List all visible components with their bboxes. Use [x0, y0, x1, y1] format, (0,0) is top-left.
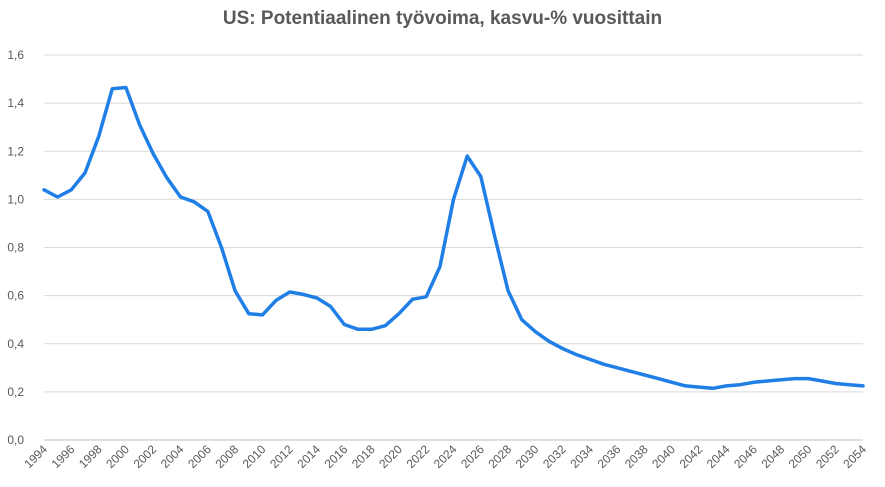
- y-tick-label: 1,4: [7, 96, 24, 110]
- x-tick-label: 2038: [622, 442, 651, 471]
- x-tick-label: 2054: [840, 442, 869, 471]
- x-tick-label: 2028: [485, 442, 514, 471]
- x-tick-label: 2026: [458, 442, 487, 471]
- x-tick-label: 2008: [212, 442, 241, 471]
- x-tick-label: 2046: [731, 442, 760, 471]
- y-tick-label: 1,6: [7, 48, 24, 62]
- y-tick-label: 0,4: [7, 337, 24, 351]
- x-tick-label: 2020: [376, 442, 405, 471]
- x-tick-label: 2052: [813, 442, 842, 471]
- y-tick-label: 1,2: [7, 144, 24, 158]
- x-tick-label: 2040: [649, 442, 678, 471]
- x-tick-label: 2018: [349, 442, 378, 471]
- x-tick-label: 2042: [677, 442, 706, 471]
- series-lines: [42, 85, 865, 391]
- x-tick-label: 2032: [540, 442, 569, 471]
- x-tick-label: 2034: [567, 442, 596, 471]
- x-tick-label: 2022: [404, 442, 433, 471]
- chart-title: US: Potentiaalinen työvoima, kasvu-% vuo…: [222, 8, 663, 29]
- x-tick-label: 2014: [294, 442, 323, 471]
- x-tick-label: 2002: [131, 442, 160, 471]
- y-tick-label: 0,6: [7, 289, 24, 303]
- x-tick-label: 1996: [49, 442, 78, 471]
- x-tick-label: 2004: [158, 442, 187, 471]
- x-tick-label: 2036: [595, 442, 624, 471]
- x-tick-label: 2000: [103, 442, 132, 471]
- y-tick-label: 0,2: [7, 385, 24, 399]
- x-tick-label: 2050: [786, 442, 815, 471]
- x-tick-label: 1998: [76, 442, 105, 471]
- y-tick-label: 0,0: [7, 433, 24, 447]
- x-tick-label: 2048: [758, 442, 787, 471]
- x-tick-label: 2012: [267, 442, 296, 471]
- x-tick-label: 2024: [431, 442, 460, 471]
- x-tick-label: 2030: [513, 442, 542, 471]
- x-tick-label: 1994: [21, 442, 50, 471]
- x-axis-labels: 1994199619982000200220042006200820102012…: [21, 442, 869, 471]
- y-tick-label: 1,0: [7, 192, 24, 206]
- series-line: [42, 85, 865, 391]
- x-tick-label: 2006: [185, 442, 214, 471]
- gridlines: [44, 54, 863, 441]
- y-tick-label: 0,8: [7, 241, 24, 255]
- y-axis-labels: 0,0 0,2 0,4 0,6 0,8 1,0 1,2 1,4 1,6: [7, 48, 24, 447]
- x-tick-label: 2016: [322, 442, 351, 471]
- x-tick-label: 2010: [240, 442, 269, 471]
- x-tick-label: 2044: [704, 442, 733, 471]
